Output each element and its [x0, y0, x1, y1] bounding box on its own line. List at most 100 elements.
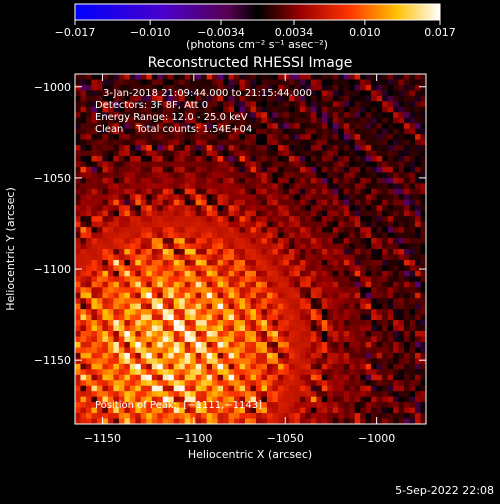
heatmap-cell: [316, 172, 323, 179]
heatmap-cell: [190, 139, 196, 146]
heatmap-cell: [168, 341, 175, 348]
heatmap-cell: [151, 84, 158, 91]
heatmap-cell: [190, 183, 196, 190]
heatmap-cell: [415, 194, 421, 201]
heatmap-cell: [255, 249, 262, 255]
heatmap-cell: [250, 314, 257, 321]
heatmap-cell: [212, 281, 218, 288]
heatmap-cell: [212, 117, 218, 124]
heatmap-cell: [157, 128, 164, 135]
heatmap-cell: [420, 166, 427, 173]
heatmap-cell: [91, 161, 98, 168]
heatmap-cell: [294, 79, 301, 86]
heatmap-cell: [316, 391, 323, 398]
heatmap-cell: [354, 358, 361, 365]
heatmap-cell: [266, 309, 273, 315]
time-range-label: 3-Jan-2018 21:09:44.000 to 21:15:44.000: [103, 88, 312, 99]
heatmap-cell: [316, 309, 323, 315]
heatmap-cell: [288, 139, 295, 146]
heatmap-cell: [157, 106, 164, 113]
heatmap-cell: [173, 101, 180, 108]
heatmap-cell: [96, 183, 103, 190]
heatmap-cell: [135, 396, 142, 403]
heatmap-cell: [245, 336, 251, 343]
heatmap-cell: [382, 374, 388, 381]
heatmap-cell: [393, 336, 399, 343]
heatmap-cell: [387, 90, 394, 97]
heatmap-cell: [272, 188, 279, 195]
heatmap-cell: [135, 238, 142, 244]
heatmap-cell: [91, 254, 98, 261]
heatmap-cell: [250, 402, 257, 408]
heatmap-cell: [404, 249, 410, 255]
heatmap-cell: [349, 199, 356, 206]
heatmap-cell: [135, 358, 142, 365]
heatmap-cell: [157, 188, 164, 195]
heatmap-cell: [415, 238, 421, 244]
heatmap-cell: [393, 90, 399, 97]
heatmap-cell: [80, 156, 87, 162]
heatmap-cell: [393, 391, 399, 398]
heatmap-cell: [107, 123, 114, 130]
heatmap-cell: [332, 156, 339, 162]
heatmap-cell: [135, 331, 142, 337]
heatmap-cell: [349, 183, 356, 190]
heatmap-cell: [113, 134, 120, 140]
heatmap-cell: [245, 161, 251, 168]
heatmap-cell: [360, 123, 367, 130]
heatmap-cell: [146, 139, 153, 146]
heatmap-cell: [212, 139, 218, 146]
heatmap-cell: [294, 145, 301, 151]
heatmap-cell: [277, 227, 284, 233]
heatmap-cell: [146, 123, 153, 130]
heatmap-cell: [288, 156, 295, 162]
heatmap-cell: [305, 254, 312, 261]
heatmap-cell: [124, 188, 131, 195]
heatmap-cell: [206, 177, 213, 184]
heatmap-cell: [228, 363, 235, 370]
heatmap-cell: [96, 287, 103, 294]
heatmap-cell: [365, 391, 372, 398]
heatmap-cell: [184, 188, 191, 195]
heatmap-cell: [277, 249, 284, 255]
heatmap-cell: [201, 276, 207, 283]
heatmap-cell: [151, 183, 158, 190]
heatmap-cell: [151, 391, 158, 398]
heatmap-cell: [129, 216, 136, 223]
heatmap-cell: [195, 156, 202, 162]
heatmap-cell: [299, 221, 306, 228]
heatmap-cell: [261, 270, 268, 277]
heatmap-cell: [179, 309, 186, 315]
heatmap-cell: [288, 407, 295, 414]
heatmap-cell: [212, 320, 218, 326]
heatmap-cell: [96, 150, 103, 157]
heatmap-cell: [228, 139, 235, 146]
heatmap-cell: [85, 177, 92, 184]
heatmap-cell: [102, 166, 109, 173]
heatmap-cell: [173, 205, 180, 212]
heatmap-cell: [80, 106, 87, 113]
heatmap-cell: [223, 265, 229, 272]
heatmap-cell: [91, 79, 98, 86]
heatmap-cell: [124, 134, 131, 140]
heatmap-cell: [234, 391, 240, 398]
heatmap-cell: [343, 117, 350, 124]
heatmap-cell: [162, 347, 169, 354]
heatmap-cell: [228, 123, 235, 130]
heatmap-cell: [118, 281, 125, 288]
heatmap-cell: [234, 106, 240, 113]
heatmap-cell: [239, 243, 246, 250]
heatmap-cell: [206, 156, 213, 162]
heatmap-cell: [102, 249, 109, 255]
heatmap-cell: [118, 396, 125, 403]
heatmap-cell: [321, 183, 328, 190]
heatmap-cell: [354, 309, 361, 315]
heatmap-cell: [376, 216, 383, 223]
heatmap-cell: [310, 243, 317, 250]
heatmap-cell: [305, 341, 312, 348]
heatmap-cell: [250, 309, 257, 315]
heatmap-cell: [376, 221, 383, 228]
heatmap-cell: [91, 413, 98, 419]
heatmap-cell: [283, 74, 290, 80]
heatmap-cell: [393, 341, 399, 348]
